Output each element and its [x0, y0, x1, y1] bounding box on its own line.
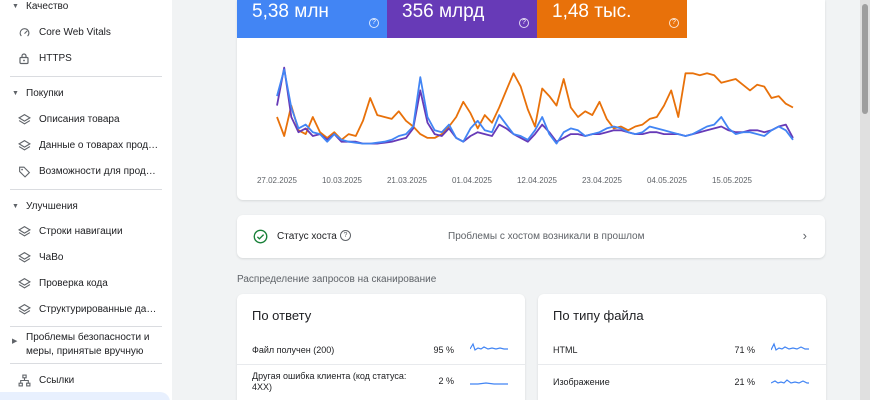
section-shopping-label: Покупки: [26, 87, 64, 99]
help-icon[interactable]: ?: [340, 230, 351, 241]
host-status-card[interactable]: Статус хоста ? Проблемы с хостом возника…: [237, 215, 825, 258]
sidebar-item-label: Core Web Vitals: [39, 26, 111, 38]
sidebar: ▼ Качество Core Web Vitals HTTPS ▼ Покуп…: [0, 0, 172, 400]
scrollbar-thumb[interactable]: [862, 4, 868, 114]
section-shopping[interactable]: ▼ Покупки: [0, 83, 172, 103]
metric-value: 1,48 тыс.: [552, 1, 632, 22]
sidebar-item-https[interactable]: HTTPS: [0, 47, 170, 69]
help-icon[interactable]: ?: [519, 18, 529, 28]
distribution-title: Распределение запросов на сканирование: [237, 274, 437, 285]
sidebar-divider: [10, 189, 162, 190]
sidebar-item-shopping-opportunities[interactable]: Возможности для прод…: [0, 160, 170, 182]
row-percent: 95 %: [433, 345, 454, 355]
section-enhancements[interactable]: ▼ Улучшения: [0, 196, 172, 216]
sidebar-item-core-web-vitals[interactable]: Core Web Vitals: [0, 21, 170, 43]
row-label: Другая ошибка клиента (код статуса: 4XX): [252, 371, 407, 392]
gauge-icon: [17, 25, 31, 39]
sidebar-item-merchant-listings[interactable]: Данные о товарах прод…: [0, 134, 170, 156]
caret-down-icon: ▼: [12, 2, 19, 10]
caret-down-icon: ▼: [12, 202, 19, 210]
sidebar-item-links[interactable]: Ссылки: [0, 369, 170, 391]
sidebar-divider: [10, 76, 162, 77]
series-line: [276, 72, 794, 141]
x-tick-label: 10.03.2025: [322, 176, 363, 185]
crawl-chart: 27.02.2025 10.03.2025 21.03.2025 01.04.2025…: [257, 66, 794, 185]
x-tick-label: 04.05.2025: [647, 176, 688, 185]
sidebar-item-label: Данные о товарах прод…: [39, 139, 159, 151]
sidebar-item-breadcrumbs[interactable]: Строки навигации: [0, 220, 170, 242]
layers-icon: [17, 302, 31, 316]
metric-download-size[interactable]: 356 млрд ?: [387, 0, 537, 38]
crawl-stats-card: 5,38 млн ? 356 млрд ? 1,48 тыс. ? 27.02.…: [237, 0, 825, 200]
sparkline: [470, 342, 508, 351]
row-percent: 71 %: [734, 345, 755, 355]
section-enhancements-label: Улучшения: [26, 200, 78, 212]
by-response-card: По ответу Файл получен (200) 95 % Другая…: [237, 294, 525, 400]
row-percent: 21 %: [734, 377, 755, 387]
row-percent: 2 %: [438, 376, 454, 386]
layers-icon: [17, 112, 31, 126]
sidebar-item-structured-data[interactable]: Структурированные да…: [0, 298, 170, 320]
sidebar-item-code-check[interactable]: Проверка кода: [0, 272, 170, 294]
sidebar-item-active[interactable]: [0, 392, 170, 400]
help-icon[interactable]: ?: [669, 18, 679, 28]
row-divider: [237, 364, 525, 365]
x-tick-label: 23.04.2025: [582, 176, 623, 185]
x-tick-label: 21.03.2025: [387, 176, 428, 185]
caret-down-icon: ▼: [12, 89, 19, 97]
sidebar-item-faq[interactable]: ЧаВо: [0, 246, 170, 268]
row-label: Файл получен (200): [252, 345, 335, 355]
by-filetype-card: По типу файла HTML 71 % Изображение 21 %: [538, 294, 826, 400]
layers-icon: [17, 250, 31, 264]
sidebar-item-label: Описания товара: [39, 113, 120, 125]
host-status-title: Статус хоста: [277, 231, 337, 242]
security-label-line2: меры, принятые вручную: [26, 346, 144, 357]
caret-right-icon: ▶: [12, 338, 18, 345]
sidebar-divider: [10, 326, 162, 327]
sitemap-icon: [17, 373, 31, 387]
sidebar-item-label: Структурированные да…: [39, 303, 157, 315]
sparkline: [771, 379, 809, 384]
metric-value: 5,38 млн: [252, 1, 329, 22]
x-tick-label: 12.04.2025: [517, 176, 558, 185]
series-line: [276, 66, 794, 145]
layers-icon: [17, 138, 31, 152]
card-title: По типу файла: [553, 308, 644, 323]
scrollbar[interactable]: [860, 0, 870, 400]
sidebar-item-label: ЧаВо: [39, 251, 64, 263]
sidebar-divider: [10, 363, 162, 364]
sidebar-item-label: Ссылки: [39, 374, 75, 386]
row-label: Изображение: [553, 377, 610, 387]
help-icon[interactable]: ?: [369, 18, 379, 28]
metric-value: 356 млрд: [402, 1, 485, 22]
layers-icon: [17, 224, 31, 238]
row-label: HTML: [553, 345, 578, 355]
security-label-line1: Проблемы безопасности и: [26, 332, 150, 343]
metric-total-requests[interactable]: 5,38 млн ?: [237, 0, 387, 38]
chevron-right-icon: ›: [802, 228, 807, 243]
sidebar-item-label: Возможности для прод…: [39, 165, 156, 177]
sidebar-item-label: Строки навигации: [39, 225, 123, 237]
layers-icon: [17, 276, 31, 290]
section-quality[interactable]: ▼ Качество: [0, 0, 172, 16]
sidebar-item-label: HTTPS: [39, 52, 72, 64]
sparkline: [771, 342, 809, 351]
section-quality-label: Качество: [26, 0, 69, 12]
x-tick-label: 27.02.2025: [257, 176, 298, 185]
section-security[interactable]: ▶ Проблемы безопасности и меры, принятые…: [0, 331, 172, 359]
x-tick-label: 01.04.2025: [452, 176, 493, 185]
card-title: По ответу: [252, 308, 312, 323]
x-tick-label: 15.05.2025: [712, 176, 753, 185]
host-status-message: Проблемы с хостом возникали в прошлом: [448, 231, 645, 242]
sparkline: [470, 382, 508, 385]
metric-response-time[interactable]: 1,48 тыс. ?: [537, 0, 687, 38]
check-circle-icon: [253, 229, 268, 244]
tag-icon: [17, 164, 31, 178]
sidebar-item-label: Проверка кода: [39, 277, 108, 289]
lock-icon: [17, 51, 31, 65]
sidebar-item-product-snippets[interactable]: Описания товара: [0, 108, 170, 130]
row-divider: [538, 364, 826, 365]
series-line: [276, 68, 794, 145]
section-security-label: Проблемы безопасности и меры, принятые в…: [26, 331, 149, 359]
